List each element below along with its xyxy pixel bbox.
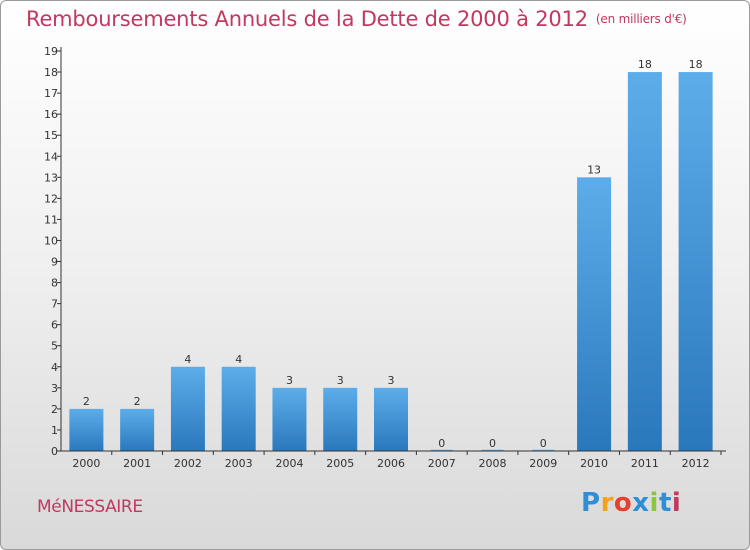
commune-name: MéNESSAIRE	[37, 497, 143, 517]
x-axis: 2000 2001 2002 2003 2004 2005 2006 2007 2008 2009…	[61, 450, 726, 470]
logo-letter: i	[671, 488, 682, 518]
y-tick-label: 19	[44, 45, 58, 58]
bar-2004[interactable]	[272, 387, 307, 451]
data-label-2003: 4	[235, 353, 242, 366]
x-tick-label: 2004	[275, 457, 303, 470]
x-tick-label: 2008	[479, 457, 507, 470]
x-tick-label: 2010	[580, 457, 608, 470]
bar-2012[interactable]	[678, 72, 713, 451]
y-tick-label: 10	[44, 234, 58, 247]
y-tick-label: 1	[51, 424, 58, 437]
y-tick-label: 2	[51, 403, 58, 416]
y-tick-label: 6	[51, 319, 58, 332]
y-tick-label: 4	[51, 361, 58, 374]
y-tick-label: 3	[51, 382, 58, 395]
bars: 2 2 4 4 3 3 3 0 0 0 13 18 18	[69, 58, 713, 452]
y-tick-label: 0	[51, 445, 58, 458]
y-tick-label: 11	[44, 213, 58, 226]
bar-2003[interactable]	[221, 366, 256, 451]
data-label-2006: 3	[388, 374, 395, 387]
chart-title: Remboursements Annuels de la Dette de 20…	[26, 7, 687, 31]
x-tick-label: 2000	[72, 457, 100, 470]
y-tick-label: 14	[44, 150, 58, 163]
x-tick-label: 2005	[326, 457, 354, 470]
y-tick-label: 18	[44, 66, 58, 79]
y-tick-label: 12	[44, 192, 58, 205]
data-label-2000: 2	[83, 395, 90, 408]
bar-2005[interactable]	[323, 387, 358, 451]
bar-2006[interactable]	[374, 387, 408, 451]
data-label-2008: 0	[489, 437, 496, 450]
data-label-2001: 2	[134, 395, 141, 408]
x-tick-label: 2012	[682, 457, 710, 470]
x-tick-label: 2002	[174, 457, 202, 470]
logo-letter: P	[581, 488, 601, 518]
x-tick-label: 2001	[123, 457, 151, 470]
y-tick-label: 17	[44, 87, 58, 100]
data-label-2009: 0	[540, 437, 547, 450]
y-tick-label: 15	[44, 129, 58, 142]
y-tick-label: 8	[51, 277, 58, 290]
x-tick-label: 2006	[377, 457, 405, 470]
x-tick-label: 2009	[529, 457, 557, 470]
chart-title-text: Remboursements Annuels de la Dette de 20…	[26, 7, 588, 31]
bar-2000[interactable]	[69, 408, 104, 451]
chart-unit: (en milliers d'€)	[595, 12, 687, 26]
data-label-2002: 4	[184, 353, 191, 366]
x-tick-label: 2007	[428, 457, 456, 470]
bar-2011[interactable]	[627, 72, 662, 451]
y-tick-label: 16	[44, 108, 58, 121]
bar-2001[interactable]	[120, 408, 155, 451]
y-tick-label: 9	[51, 256, 58, 269]
data-label-2007: 0	[438, 437, 445, 450]
logo-letter: r	[600, 488, 614, 518]
y-tick-label: 5	[51, 340, 58, 353]
data-label-2011: 18	[638, 58, 652, 71]
data-label-2005: 3	[337, 374, 344, 387]
x-tick-label: 2003	[225, 457, 253, 470]
y-tick-label: 13	[44, 171, 58, 184]
logo-letter: o	[613, 488, 633, 518]
x-tick-label: 2011	[631, 457, 659, 470]
proxiti-logo[interactable]: Proxiti	[581, 488, 681, 518]
data-label-2012: 18	[689, 58, 703, 71]
logo-letter: i	[649, 488, 659, 518]
bar-2010[interactable]	[577, 177, 612, 451]
data-label-2010: 13	[587, 163, 601, 176]
y-tick-label: 7	[51, 298, 58, 311]
logo-letter: x	[632, 488, 650, 518]
bar-2002[interactable]	[170, 366, 205, 451]
data-label-2004: 3	[286, 374, 293, 387]
logo-letter: t	[658, 488, 672, 518]
